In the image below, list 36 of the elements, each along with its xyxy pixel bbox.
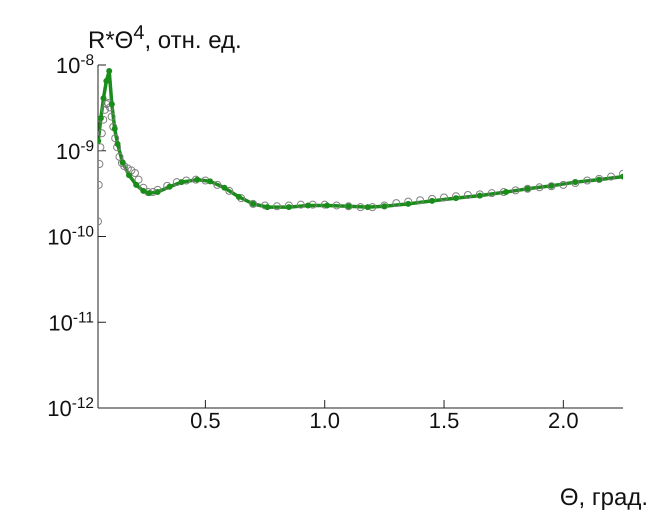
x-tick-label: 1.5 bbox=[428, 408, 460, 433]
point bbox=[503, 189, 510, 196]
y-axis-title: R*Θ$^{4}$, отн. ед. bbox=[88, 22, 242, 54]
point bbox=[429, 198, 436, 204]
y-tick-label: 10$^{-10}$ bbox=[47, 223, 94, 250]
point bbox=[364, 204, 371, 210]
point bbox=[98, 115, 104, 122]
point bbox=[476, 192, 483, 199]
point bbox=[405, 200, 412, 207]
point bbox=[221, 184, 228, 191]
y-tick-label: 10$^{-9}$ bbox=[56, 137, 94, 164]
y-tick-label: 10$^{-11}$ bbox=[48, 308, 94, 336]
y-tick-label: 10$^{-8}$ bbox=[56, 52, 94, 78]
point bbox=[112, 126, 118, 132]
x-tick-label: 0.5 bbox=[190, 408, 221, 433]
x-tick-label: 1.0 bbox=[309, 408, 340, 433]
x-axis-title: Θ, град. bbox=[560, 484, 648, 512]
point bbox=[324, 202, 330, 208]
point bbox=[207, 178, 214, 184]
point bbox=[100, 95, 106, 102]
point bbox=[305, 202, 311, 208]
point bbox=[452, 195, 459, 202]
point bbox=[264, 204, 270, 210]
y-tick-label: 10$^{-12}$ bbox=[47, 394, 94, 421]
point bbox=[154, 189, 161, 196]
point bbox=[140, 188, 146, 194]
point bbox=[166, 184, 173, 190]
point bbox=[133, 182, 140, 188]
point bbox=[126, 172, 132, 178]
point bbox=[194, 176, 200, 183]
point bbox=[178, 179, 185, 186]
point bbox=[286, 204, 292, 210]
point bbox=[108, 101, 115, 108]
point bbox=[114, 140, 121, 147]
point bbox=[236, 194, 242, 200]
x-tick-label: 2.0 bbox=[548, 408, 579, 433]
